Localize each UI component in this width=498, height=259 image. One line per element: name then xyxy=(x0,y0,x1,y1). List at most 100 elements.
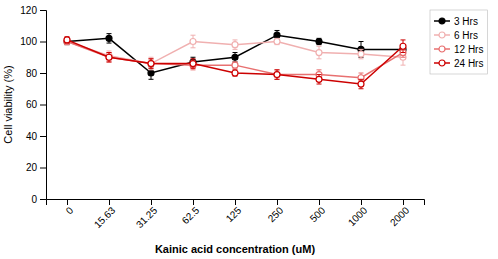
tick-label: 250 xyxy=(266,204,286,224)
line xyxy=(67,42,403,64)
tick-mark xyxy=(277,199,278,205)
error-bar xyxy=(359,49,364,58)
error-bar xyxy=(317,75,322,84)
error-bar xyxy=(191,35,196,48)
point xyxy=(232,42,238,48)
error-bar xyxy=(275,70,280,79)
tick-mark xyxy=(40,168,46,169)
plot-area: 015.6331.2562.51252505001000200002040608… xyxy=(20,5,424,230)
tick-mark xyxy=(235,199,236,205)
error-bar xyxy=(275,38,280,44)
y-axis: 0 20 40 60 80 100 120 xyxy=(20,5,46,205)
tick-mark xyxy=(109,199,110,205)
legend-item: 3 Hrs xyxy=(434,16,478,27)
tick-mark xyxy=(319,199,320,205)
error-bar xyxy=(233,62,238,68)
point xyxy=(148,61,154,67)
series xyxy=(64,35,406,70)
error-bar xyxy=(233,53,238,62)
legend-marker xyxy=(439,18,445,24)
chart: 015.6331.2562.51252505001000200002040608… xyxy=(0,0,498,259)
legend-marker xyxy=(439,60,445,66)
point xyxy=(316,50,322,56)
tick: 60 xyxy=(26,99,46,110)
tick: 0 xyxy=(31,194,46,205)
point xyxy=(274,72,280,78)
tick-label: 100 xyxy=(20,36,37,47)
series xyxy=(64,38,406,82)
tick: 0 xyxy=(64,199,76,216)
legend-marker xyxy=(439,32,445,38)
error-bar xyxy=(275,70,280,79)
line xyxy=(67,40,403,84)
legend-label: 6 Hrs xyxy=(454,30,478,41)
tick-label: 0 xyxy=(64,204,76,216)
marks xyxy=(64,30,406,88)
y-axis-title: Cell viability (%) xyxy=(2,65,14,143)
point xyxy=(232,62,238,68)
tick: 500 xyxy=(308,199,328,224)
error-bar xyxy=(65,37,70,43)
tick-label: 1000 xyxy=(346,204,370,228)
error-bar xyxy=(359,79,364,88)
point xyxy=(232,70,238,76)
tick-label: 120 xyxy=(20,5,37,16)
tick-label: 80 xyxy=(26,68,38,79)
error-bar xyxy=(317,38,322,44)
tick: 31.25 xyxy=(134,199,160,230)
tick: 80 xyxy=(26,68,46,79)
tick: 100 xyxy=(20,36,46,47)
point xyxy=(148,61,154,67)
x-axis: 015.6331.2562.512525050010002000 xyxy=(47,199,425,230)
tick: 2000 xyxy=(388,199,412,228)
error-bar xyxy=(233,40,238,49)
point xyxy=(316,76,322,82)
point xyxy=(106,54,112,60)
tick-mark xyxy=(361,199,362,205)
tick-label: 2000 xyxy=(388,204,412,228)
legend: 3 Hrs 6 Hrs 12 Hrs 24 Hrs xyxy=(430,10,487,74)
error-bar xyxy=(149,57,154,70)
point xyxy=(358,51,364,57)
point xyxy=(274,32,280,38)
tick-label: 0 xyxy=(31,194,37,205)
point xyxy=(148,70,154,76)
error-bar xyxy=(107,34,112,43)
tick-mark xyxy=(151,199,152,205)
legend-marker xyxy=(439,46,445,52)
error-bar xyxy=(317,46,322,59)
tick-mark xyxy=(40,10,46,11)
error-bar xyxy=(149,59,154,68)
tick-label: 40 xyxy=(26,131,38,142)
point xyxy=(190,61,196,67)
line xyxy=(67,35,403,73)
tick: 20 xyxy=(26,162,46,173)
error-bar xyxy=(401,40,406,53)
error-bar xyxy=(107,53,112,62)
tick-mark xyxy=(40,199,46,200)
point xyxy=(232,54,238,60)
line xyxy=(67,42,403,78)
series xyxy=(64,37,406,89)
tick-mark xyxy=(40,105,46,106)
legend-item: 12 Hrs xyxy=(434,44,483,55)
point xyxy=(274,72,280,78)
tick-label: 20 xyxy=(26,162,38,173)
tick-label: 500 xyxy=(308,204,328,224)
axis-line xyxy=(40,11,47,200)
tick-mark xyxy=(40,42,46,43)
tick-mark xyxy=(193,199,194,205)
tick-label: 60 xyxy=(26,99,38,110)
point xyxy=(64,37,70,43)
error-bar xyxy=(107,53,112,62)
point xyxy=(316,39,322,45)
legend-label: 24 Hrs xyxy=(454,58,483,69)
point xyxy=(274,39,280,45)
point xyxy=(358,81,364,87)
tick-label: 15.63 xyxy=(92,204,118,230)
tick-mark xyxy=(40,136,46,137)
x-axis-title: Kainic acid concentration (uM) xyxy=(155,243,315,255)
error-bar xyxy=(149,59,154,68)
point xyxy=(106,54,112,60)
tick: 1000 xyxy=(346,199,370,228)
